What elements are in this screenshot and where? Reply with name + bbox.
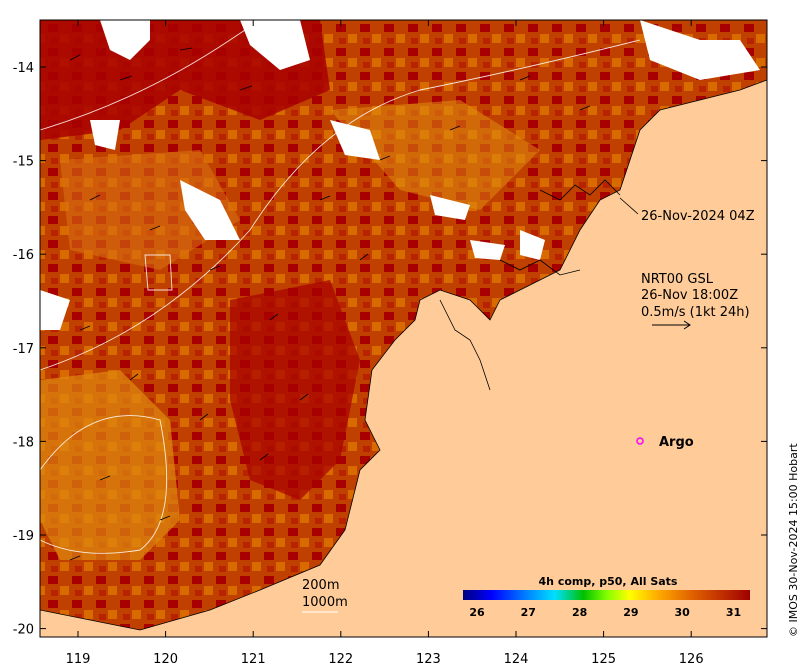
sst-cool-region	[330, 100, 540, 210]
colorbar-tick-label: 31	[726, 606, 741, 619]
plot-frame	[39, 19, 768, 638]
cloud-gaps	[40, 20, 760, 330]
timestamp-pointer	[619, 197, 639, 215]
sst-cool-region	[60, 150, 240, 270]
colorbar-tick-label: 28	[572, 606, 587, 619]
x-tick-label: 122	[328, 652, 353, 667]
colorbar: 4h comp, p50, All Sats 26 27 28 29 30 31	[452, 575, 758, 624]
coastline-detail	[439, 179, 621, 391]
y-tick-label: -19	[13, 529, 34, 544]
y-tick-label: -18	[13, 435, 34, 450]
argo-marker	[636, 437, 644, 445]
y-tick-label: -14	[13, 61, 34, 76]
y-tick-label: -16	[13, 248, 34, 263]
x-tick-label: 125	[591, 652, 616, 667]
y-tick-label: -17	[13, 342, 34, 357]
current-reference-arrow	[652, 320, 691, 330]
x-tick-label: 120	[153, 652, 178, 667]
x-tick-label: 123	[416, 652, 441, 667]
bathy-label-1000m: 1000m	[302, 595, 348, 610]
sst-warm-region	[230, 280, 360, 500]
land-mass	[40, 20, 767, 637]
credit-text: © IMOS 30-Nov-2024 15:00 Hobart	[787, 443, 800, 637]
y-tick-label: -20	[13, 623, 34, 638]
colorbar-gradient	[463, 590, 750, 600]
x-tick-label: 124	[504, 652, 529, 667]
colorbar-tick-label: 30	[675, 606, 691, 619]
x-tick-label: 126	[679, 652, 704, 667]
y-tick-label: -15	[13, 155, 34, 170]
current-legend-line1: NRT00 GSL	[641, 272, 714, 287]
plot-area	[40, 20, 767, 637]
colorbar-ticks: 26 27 28 29 30 31	[469, 606, 741, 619]
colorbar-tick-label: 26	[469, 606, 485, 619]
colorbar-tick-label: 29	[623, 606, 638, 619]
current-legend-line2: 26-Nov 18:00Z	[641, 288, 738, 303]
argo-label: Argo	[659, 435, 694, 450]
sst-cool-region	[40, 370, 180, 560]
bathymetry-contours	[40, 20, 641, 554]
x-axis: 119 120 121 122 123 124 125 126	[66, 20, 704, 667]
current-vectors	[69, 47, 591, 561]
timestamp-label: 26-Nov-2024 04Z	[641, 209, 755, 224]
x-tick-label: 119	[66, 652, 91, 667]
bathy-label-200m: 200m	[302, 578, 339, 593]
y-axis: -14 -15 -16 -17 -18 -19 -20	[13, 61, 767, 638]
current-legend-line3: 0.5m/s (1kt 24h)	[641, 305, 750, 320]
colorbar-title: 4h comp, p50, All Sats	[539, 575, 678, 588]
colorbar-tick-label: 27	[521, 606, 536, 619]
x-tick-label: 121	[241, 652, 266, 667]
